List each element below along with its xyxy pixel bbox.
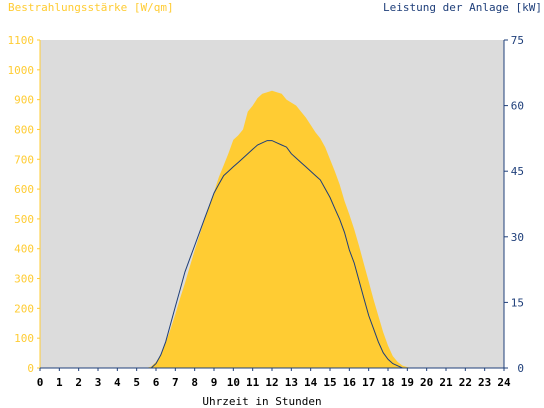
x-tick-label: 15 [323,376,336,389]
left-y-tick-label: 0 [27,362,34,375]
axes-group [37,39,508,371]
left-y-tick-label: 100 [14,332,34,345]
series-group [40,90,504,369]
x-tick-label: 24 [497,376,511,389]
x-tick-label: 22 [459,376,472,389]
x-tick-label: 13 [285,376,298,389]
x-tick-label: 1 [56,376,63,389]
right-y-tick-label: 60 [511,100,524,113]
right-y-tick-label: 0 [517,362,524,375]
right-y-tick-label: 45 [511,165,524,178]
right-y-tick-label: 30 [511,231,524,244]
left-y-tick-label: 800 [14,123,34,136]
left-y-tick-label: 1000 [8,64,35,77]
left-y-tick-label: 700 [14,153,34,166]
x-axis-label: Uhrzeit in Stunden [202,395,321,408]
x-tick-label: 5 [133,376,140,389]
x-tick-label: 14 [304,376,318,389]
x-tick-label: 12 [265,376,278,389]
left-y-tick-label: 300 [14,273,34,286]
x-tick-label: 2 [75,376,82,389]
right-y-tick-label: 75 [511,34,524,47]
right-y-tick-label: 15 [511,296,524,309]
left-axis-title: Bestrahlungsstärke [W/qm] [8,1,174,14]
x-tick-label: 3 [95,376,102,389]
x-tick-label: 6 [153,376,160,389]
x-tick-label: 21 [439,376,453,389]
left-y-tick-label: 1100 [8,34,35,47]
x-tick-label: 23 [478,376,491,389]
series-area-irradiance [40,90,504,368]
x-tick-label: 16 [343,376,357,389]
x-tick-label: 4 [114,376,121,389]
x-tick-label: 8 [191,376,198,389]
x-tick-label: 10 [227,376,240,389]
left-y-tick-label: 200 [14,302,34,315]
x-tick-label: 7 [172,376,179,389]
left-y-tick-label: 600 [14,183,34,196]
x-tick-label: 19 [401,376,414,389]
x-tick-label: 11 [246,376,260,389]
x-tick-label: 20 [420,376,433,389]
tick-labels-group: 0100200300400500600700800900100011000153… [8,34,525,389]
right-axis-title: Leistung der Anlage [kW] [383,1,542,14]
x-tick-label: 17 [362,376,375,389]
x-tick-label: 0 [37,376,44,389]
left-y-tick-label: 400 [14,243,34,256]
left-y-tick-label: 500 [14,213,34,226]
left-y-tick-label: 900 [14,94,34,107]
x-tick-label: 18 [381,376,394,389]
x-tick-label: 9 [211,376,218,389]
series-line-power [40,140,504,369]
